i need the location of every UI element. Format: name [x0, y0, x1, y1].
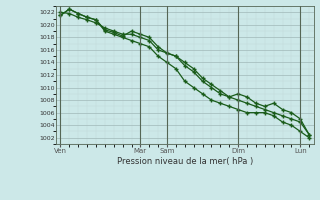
- X-axis label: Pression niveau de la mer( hPa ): Pression niveau de la mer( hPa ): [117, 157, 253, 166]
